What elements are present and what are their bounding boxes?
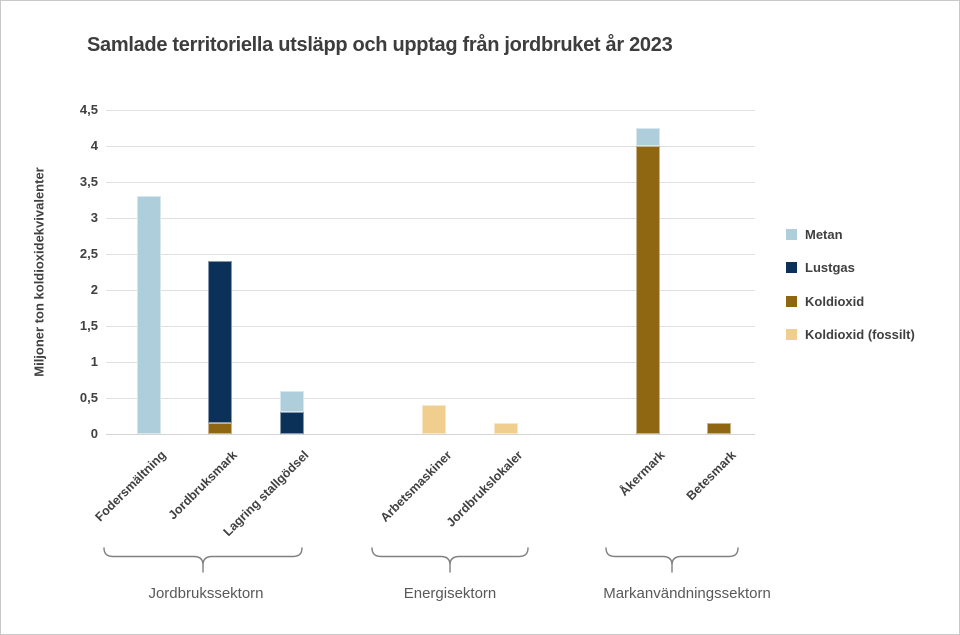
- bar-segment-koldioxid: [636, 146, 661, 434]
- x-category-label: Åkermark: [617, 448, 669, 499]
- gridline-y-1,5: [106, 326, 755, 327]
- gridline-y-0,5: [106, 398, 755, 399]
- legend-item: Koldioxid (fossilt): [786, 327, 915, 342]
- y-tick-label: 4,5: [79, 102, 98, 117]
- gridline-y-2: [106, 290, 755, 291]
- y-tick-label: 2: [90, 282, 98, 297]
- bar-segment-koldioxid-fossilt-: [422, 405, 447, 434]
- x-category-label: Fodersmältning: [92, 448, 169, 525]
- legend-item: Lustgas: [786, 260, 855, 275]
- gridline-y-3: [106, 218, 755, 219]
- x-category-label: Arbetsmaskiner: [377, 448, 455, 525]
- bar-segment-metan: [137, 196, 161, 434]
- y-tick-label: 2,5: [79, 246, 98, 261]
- bar-segment-lustgas: [208, 261, 233, 424]
- gridline-y-1: [106, 362, 755, 363]
- y-tick-label: 1: [90, 354, 98, 369]
- legend-label: Koldioxid (fossilt): [805, 327, 915, 343]
- legend-item: Metan: [786, 227, 843, 242]
- x-category-label: Jordbruksmark: [165, 448, 241, 523]
- gridline-y-0: [106, 434, 755, 435]
- sector-label-3: Markanvändningssektorn: [603, 585, 771, 602]
- legend-swatch-icon: [786, 329, 797, 341]
- bar-segment-metan: [279, 390, 304, 413]
- legend-label: Metan: [805, 227, 843, 242]
- gridline-y-2,5: [106, 254, 755, 255]
- gridline-y-3,5: [106, 182, 755, 183]
- y-tick-label: 0: [90, 426, 98, 441]
- gridline-y-4: [106, 146, 755, 147]
- legend-label: Lustgas: [805, 260, 855, 276]
- sector-label-2: Energisektorn: [403, 585, 497, 602]
- legend-label: Koldioxid: [805, 293, 865, 309]
- bar-segment-metan: [636, 128, 661, 146]
- bar-segment-lustgas: [279, 412, 304, 434]
- bar-segment-koldioxid: [208, 423, 233, 434]
- y-axis-title: Miljoner ton koldioxidekvivalenter: [31, 167, 47, 377]
- y-tick-label: 1,5: [79, 318, 98, 333]
- y-tick-label: 4: [90, 138, 98, 153]
- bar-segment-koldioxid: [707, 423, 732, 434]
- legend-swatch-icon: [786, 295, 797, 307]
- gridline-y-4,5: [106, 110, 755, 111]
- y-tick-label: 3: [90, 210, 98, 225]
- sector-label-1: Jordbrukssektorn: [148, 585, 264, 602]
- bar-segment-koldioxid-fossilt-: [493, 423, 518, 434]
- x-category-label: Betesmark: [684, 448, 740, 504]
- y-tick-label: 3,5: [79, 174, 98, 189]
- legend-swatch-icon: [786, 262, 797, 274]
- y-tick-label: 0,5: [79, 390, 98, 405]
- x-category-label: Jordbrukslokaler: [443, 448, 526, 530]
- legend-swatch-icon: [786, 229, 797, 240]
- chart-title: Samlade territoriella utsläpp och upptag…: [87, 34, 673, 56]
- legend-item: Koldioxid: [786, 294, 864, 309]
